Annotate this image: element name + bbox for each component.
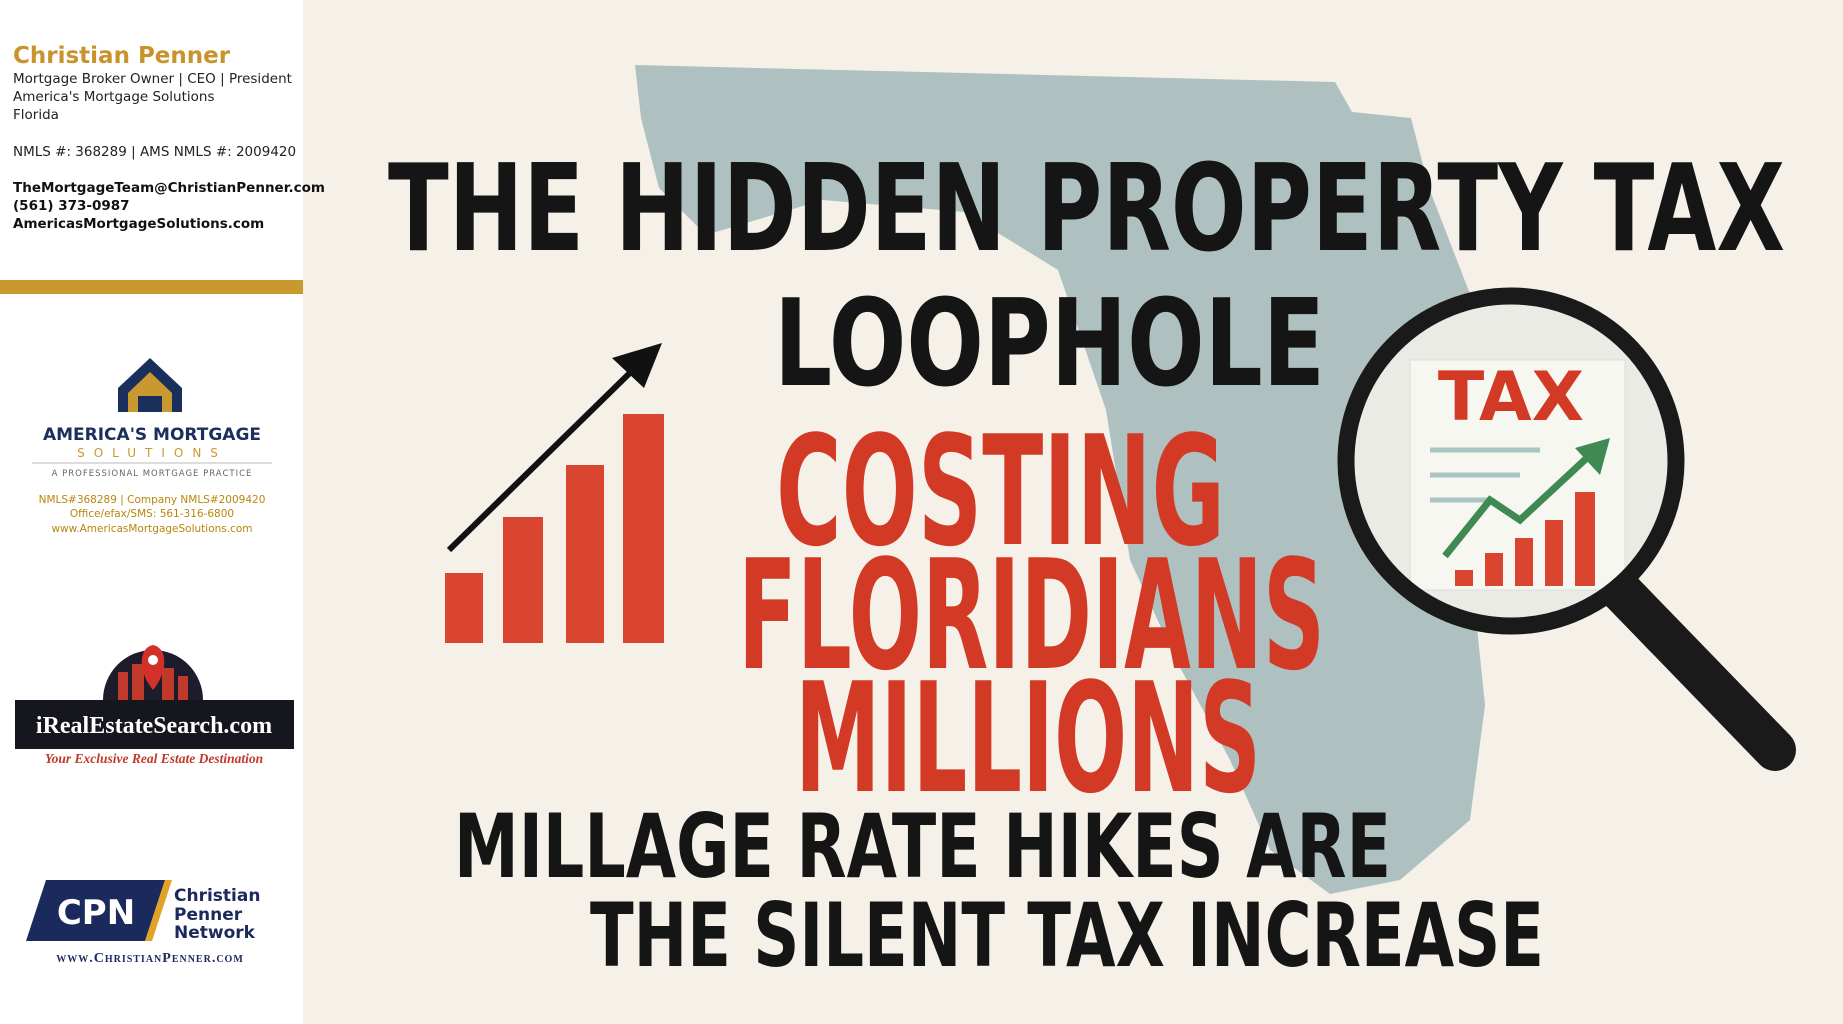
cpn-name: Christian bbox=[174, 886, 260, 906]
ires-tagline: Your Exclusive Real Estate Destination bbox=[45, 751, 263, 766]
highlight-line: COSTING bbox=[776, 403, 1225, 580]
growth-chart bbox=[445, 343, 664, 643]
contact: AmericasMortgageSolutions.com bbox=[13, 216, 264, 232]
cpn-mark: CPN bbox=[57, 893, 135, 933]
ams-detail: www.AmericasMortgageSolutions.com bbox=[51, 523, 252, 535]
subtitle-line: THE SILENT TAX INCREASE bbox=[590, 884, 1544, 987]
agent-name: Christian Penner bbox=[13, 43, 231, 69]
sidebar bbox=[0, 0, 303, 1024]
title-line: THE HIDDEN PROPERTY TAX bbox=[388, 140, 1785, 279]
divider bbox=[0, 280, 303, 294]
ires-name: iRealEstateSearch.com bbox=[36, 713, 272, 739]
florida-map bbox=[635, 65, 1505, 894]
ams-detail: NMLS#368289 | Company NMLS#2009420 bbox=[39, 494, 266, 506]
contact: (561) 373-0987 bbox=[13, 198, 130, 214]
ams-logo: AMERICA'S MORTGAGE SOLUTIONS A PROFESSIO… bbox=[32, 358, 272, 535]
ams-detail: Office/efax/SMS: 561-316-6800 bbox=[70, 508, 234, 520]
highlight-line: MILLIONS bbox=[795, 650, 1261, 827]
contact-card: Christian Penner Mortgage Broker Owner |… bbox=[13, 43, 325, 232]
headline: THE HIDDEN PROPERTY TAX LOOPHOLE COSTING… bbox=[388, 140, 1785, 987]
cpn-name: Network bbox=[174, 923, 256, 943]
agent-line: Mortgage Broker Owner | CEO | President bbox=[13, 71, 292, 87]
ires-logo: iRealEstateSearch.com Your Exclusive Rea… bbox=[15, 645, 294, 766]
ams-name: AMERICA'S MORTGAGE bbox=[43, 425, 261, 445]
cpn-name: Penner bbox=[174, 905, 243, 925]
ams-sub: SOLUTIONS bbox=[77, 446, 227, 460]
badge: TAX bbox=[1438, 358, 1584, 437]
title-line: LOOPHOLE bbox=[774, 275, 1325, 414]
agent-line: NMLS #: 368289 | AMS NMLS #: 2009420 bbox=[13, 144, 296, 160]
cpn-logo: CPN Christian Penner Network www.Christi… bbox=[26, 880, 260, 966]
contact: TheMortgageTeam@ChristianPenner.com bbox=[13, 180, 325, 196]
cpn-url: www.ChristianPenner.com bbox=[56, 951, 244, 966]
subtitle-line: MILLAGE RATE HIKES ARE bbox=[454, 795, 1391, 898]
highlight-line: FLORIDIANS bbox=[738, 527, 1325, 704]
magnifier: TAX bbox=[1337, 287, 1796, 771]
agent-line: Florida bbox=[13, 107, 59, 123]
ams-tagline: A PROFESSIONAL MORTGAGE PRACTICE bbox=[52, 469, 253, 479]
agent-line: America's Mortgage Solutions bbox=[13, 89, 215, 105]
